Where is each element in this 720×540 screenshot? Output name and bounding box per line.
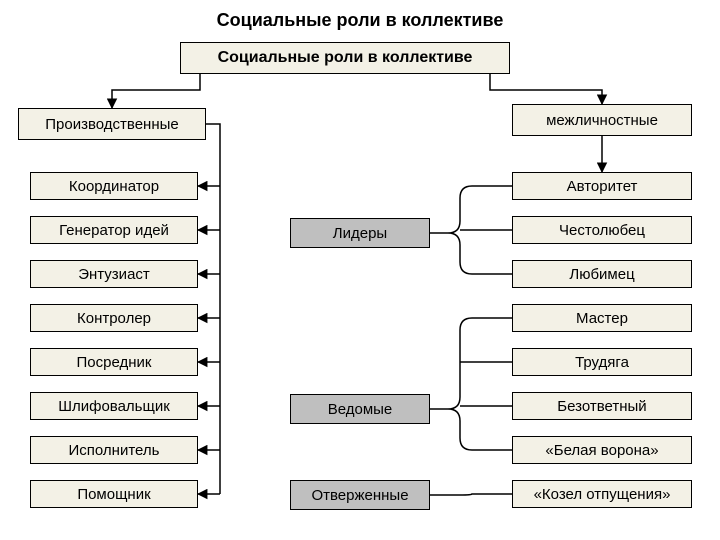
page-title: Социальные роли в коллективе <box>0 10 720 31</box>
right-item-6: «Белая ворона» <box>512 436 692 464</box>
left-item-5: Шлифовальщик <box>30 392 198 420</box>
left-item-0: Координатор <box>30 172 198 200</box>
right-item-4: Трудяга <box>512 348 692 376</box>
left-item-6: Исполнитель <box>30 436 198 464</box>
right-item-7: «Козел отпущения» <box>512 480 692 508</box>
right-item-0: Авторитет <box>512 172 692 200</box>
center-item-1: Ведомые <box>290 394 430 424</box>
right-item-3: Мастер <box>512 304 692 332</box>
left-header: Производственные <box>18 108 206 140</box>
right-header: межличностные <box>512 104 692 136</box>
left-item-7: Помощник <box>30 480 198 508</box>
right-item-2: Любимец <box>512 260 692 288</box>
left-item-4: Посредник <box>30 348 198 376</box>
left-item-3: Контролер <box>30 304 198 332</box>
right-item-1: Честолюбец <box>512 216 692 244</box>
title-box: Социальные роли в коллективе <box>180 42 510 74</box>
center-item-0: Лидеры <box>290 218 430 248</box>
right-item-5: Безответный <box>512 392 692 420</box>
left-item-2: Энтузиаст <box>30 260 198 288</box>
left-item-1: Генератор идей <box>30 216 198 244</box>
center-item-2: Отверженные <box>290 480 430 510</box>
